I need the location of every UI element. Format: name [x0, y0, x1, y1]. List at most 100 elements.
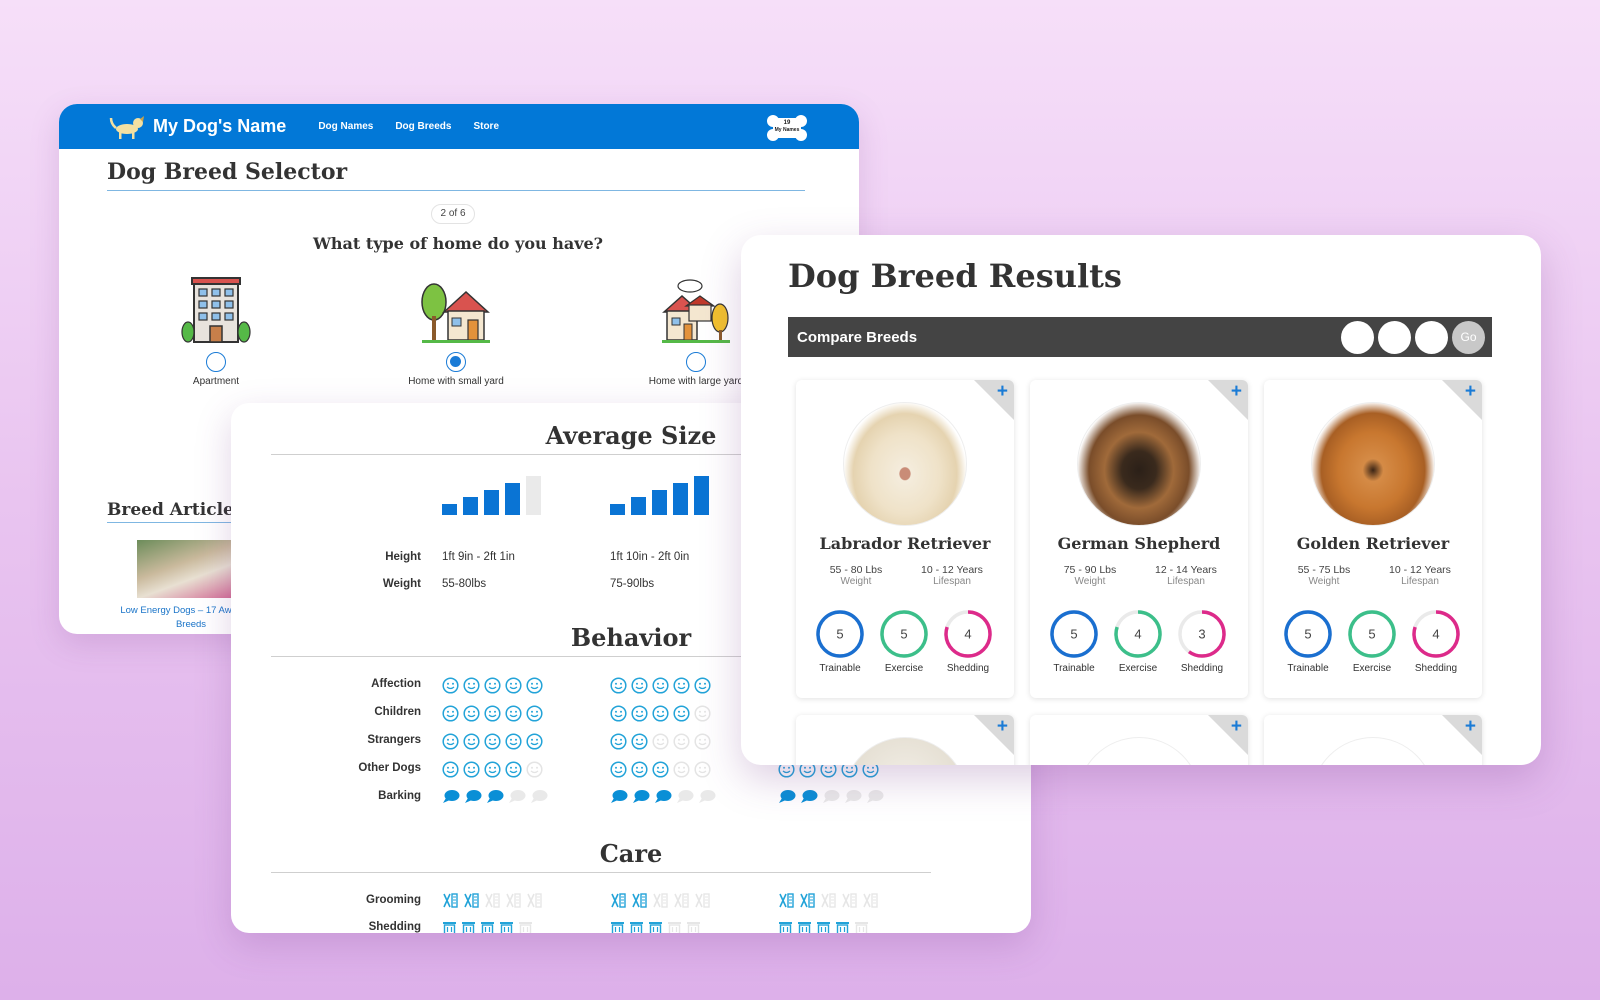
breed-portrait: [843, 737, 967, 765]
option-large-yard[interactable]: Home with large yard: [621, 276, 771, 387]
size-bar: [442, 504, 457, 515]
smiley-icon: [484, 705, 501, 722]
smiley-icon: [673, 705, 690, 722]
behavior-label: Strangers: [367, 734, 421, 746]
add-compare-plus-icon[interactable]: +: [1464, 381, 1476, 402]
smiley-icon: [442, 733, 459, 750]
card-corner-fold: [1208, 380, 1248, 420]
large-yard-radio[interactable]: [686, 352, 706, 372]
care-rating: [610, 893, 711, 908]
shedding-label: Shedding: [1414, 663, 1458, 674]
breed-portrait: [1077, 402, 1201, 526]
breed-card-row2-2[interactable]: +: [1030, 715, 1248, 765]
nav-link-dog-breeds[interactable]: Dog Breeds: [395, 121, 452, 132]
add-compare-plus-icon[interactable]: +: [1464, 716, 1476, 737]
go-button[interactable]: Go: [1452, 321, 1485, 354]
smiley-icon: [484, 761, 501, 778]
shedding-value: 4: [964, 627, 971, 642]
breed-card[interactable]: + Golden Retriever 55 - 75 Lbs Weight 10…: [1264, 380, 1482, 698]
breed-name[interactable]: German Shepherd: [1057, 534, 1221, 553]
trainable-value: 5: [1304, 627, 1311, 642]
trainable-label: Trainable: [1287, 663, 1329, 674]
bark-bubble-icon: [632, 789, 650, 804]
size-bar: [673, 483, 688, 515]
shedding-bin-icon: [648, 920, 663, 933]
dog-logo-icon[interactable]: [109, 114, 145, 140]
grooming-comb-icon: [694, 893, 711, 908]
add-compare-plus-icon[interactable]: +: [996, 381, 1008, 402]
compare-slot-2[interactable]: [1378, 321, 1411, 354]
compare-breeds-label: Compare Breeds: [797, 328, 918, 346]
breed-name[interactable]: Golden Retriever: [1296, 534, 1450, 553]
breed-card-row2-3[interactable]: +: [1264, 715, 1482, 765]
bark-bubble-icon: [486, 789, 504, 804]
breed-name[interactable]: Labrador Retriever: [819, 534, 991, 553]
behavior-rating: [610, 677, 711, 694]
lifespan-stat: 10 - 12 Years Lifespan: [902, 564, 1002, 587]
smiley-icon: [673, 761, 690, 778]
shedding-label: Shedding: [946, 663, 990, 674]
bone-icon: [767, 115, 807, 141]
nav-link-dog-names[interactable]: Dog Names: [318, 121, 374, 132]
behavior-rating: [442, 705, 543, 722]
breed-card-row2-1[interactable]: +: [796, 715, 1014, 765]
compare-slot-1[interactable]: [1341, 321, 1374, 354]
article-link[interactable]: Low Energy Dogs – 17 Awes Dog Breeds: [120, 605, 262, 630]
brand-name[interactable]: My Dog's Name: [153, 116, 287, 136]
lifespan-key: Lifespan: [933, 576, 971, 587]
smiley-icon: [526, 677, 543, 694]
exercise-label: Exercise: [1352, 663, 1392, 674]
nav-link-store[interactable]: Store: [473, 121, 500, 132]
step-indicator: 2 of 6: [431, 204, 475, 224]
house-small-yard-icon: [421, 283, 490, 343]
shedding-bin-icon: [835, 920, 850, 933]
breed-card[interactable]: + Labrador Retriever 55 - 80 Lbs Weight …: [796, 380, 1014, 698]
height-label: Height: [385, 551, 421, 563]
behavior-rating: [610, 705, 711, 722]
small-yard-radio[interactable]: [446, 352, 466, 372]
add-compare-plus-icon[interactable]: +: [1230, 381, 1242, 402]
exercise-value: 5: [1368, 627, 1375, 642]
exercise-gauge-fill: [1348, 610, 1396, 658]
grooming-comb-icon: [841, 893, 858, 908]
smiley-icon: [631, 761, 648, 778]
trainable-gauge: 5: [1050, 610, 1098, 658]
bark-bubble-icon: [800, 789, 818, 804]
shedding-bin-icon: [854, 920, 869, 933]
add-compare-plus-icon[interactable]: +: [1230, 716, 1242, 737]
smiley-icon: [694, 761, 711, 778]
bark-bubble-icon: [698, 789, 716, 804]
my-names-bone-button[interactable]: 19 My Names: [767, 114, 807, 142]
behavior-label: Other Dogs: [358, 762, 421, 774]
size-bar: [484, 490, 499, 515]
smiley-icon: [505, 677, 522, 694]
option-small-yard[interactable]: Home with small yard: [381, 276, 531, 387]
apartment-radio[interactable]: [206, 352, 226, 372]
shedding-gauge-fill: [944, 610, 992, 658]
compare-slot-3[interactable]: [1415, 321, 1448, 354]
card-corner-fold: [1442, 380, 1482, 420]
add-compare-plus-icon[interactable]: +: [996, 716, 1008, 737]
bark-bubble-icon: [778, 789, 796, 804]
card-corner-fold: [1442, 715, 1482, 755]
shedding-bin-icon: [778, 920, 793, 933]
breed-card[interactable]: + German Shepherd 75 - 90 Lbs Weight 12 …: [1030, 380, 1248, 698]
apartment-building-icon: [181, 277, 251, 343]
weight-value-2: 75-90lbs: [610, 578, 655, 590]
trainable-ring: 5 Trainable: [1278, 608, 1338, 674]
breed-results-window: Dog Breed Results Compare Breeds Go + La…: [741, 235, 1541, 765]
size-bar: [652, 490, 667, 515]
behavior-rating: [610, 789, 716, 804]
shedding-bin-icon: [518, 920, 533, 933]
option-apartment[interactable]: Apartment: [141, 276, 291, 387]
lifespan-value: 12 - 14 Years: [1155, 564, 1217, 576]
smiley-icon: [631, 677, 648, 694]
trainable-gauge-fill: [1284, 610, 1332, 658]
exercise-label: Exercise: [884, 663, 924, 674]
shedding-ring: 3 Shedding: [1172, 608, 1232, 674]
smiley-icon: [463, 733, 480, 750]
grooming-comb-icon: [799, 893, 816, 908]
page-title: Dog Breed Selector: [107, 159, 348, 185]
article-thumbnail[interactable]: [137, 540, 247, 598]
shedding-gauge-fill: [1178, 610, 1226, 658]
